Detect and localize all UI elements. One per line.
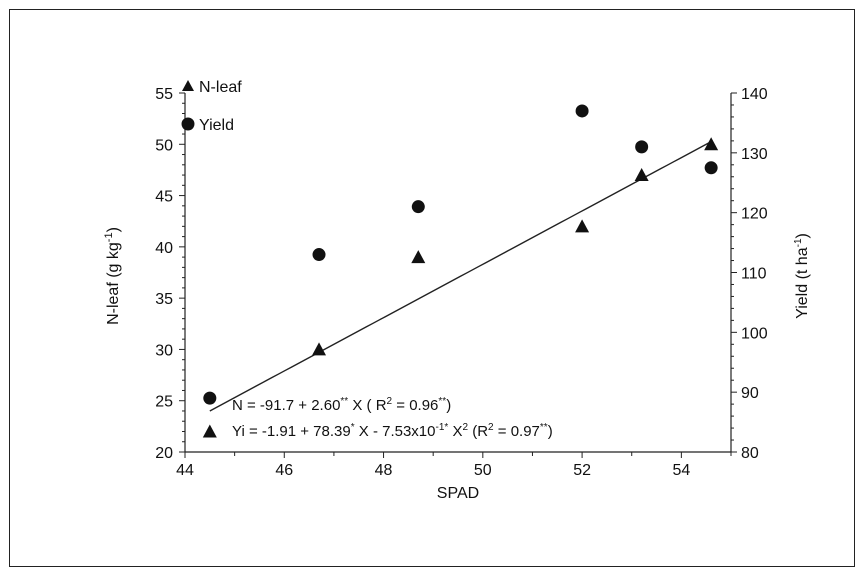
data-points bbox=[202, 104, 719, 438]
y2-axis-label: Yield (t ha-1) bbox=[793, 233, 811, 319]
point-yield bbox=[203, 391, 217, 405]
y2-tick-label: 100 bbox=[741, 325, 768, 342]
axis-ticks: 44 46 48 50 52 54 20 25 30 35 40 45 50 55 80 90 100 110 12… bbox=[155, 86, 768, 479]
x-tick-label: 54 bbox=[672, 462, 690, 479]
y-tick-label: 35 bbox=[155, 291, 173, 308]
y-tick-label: 50 bbox=[155, 137, 173, 154]
y2-tick-label: 80 bbox=[741, 445, 759, 462]
y-tick-label: 55 bbox=[155, 86, 173, 103]
point-yield bbox=[635, 140, 649, 154]
x-tick-label: 46 bbox=[275, 462, 293, 479]
y2-tick-label: 120 bbox=[741, 206, 768, 223]
point-n-leaf bbox=[634, 168, 649, 182]
point-n-leaf bbox=[202, 424, 217, 438]
point-yield bbox=[575, 104, 589, 118]
legend-circle-icon bbox=[181, 117, 195, 131]
point-n-leaf bbox=[312, 342, 327, 356]
x-axis-label: SPAD bbox=[437, 485, 479, 502]
legend-label-n-leaf: N-leaf bbox=[199, 79, 242, 96]
y2-tick-label: 130 bbox=[741, 146, 768, 163]
legend: N-leaf Yield bbox=[181, 79, 242, 134]
equation-yield: Yi = -1.91 + 78.39* X - 7.53x10-1* X2 (R… bbox=[232, 422, 553, 440]
x-tick-label: 52 bbox=[573, 462, 591, 479]
y-tick-label: 30 bbox=[155, 342, 173, 359]
y-tick-label: 20 bbox=[155, 445, 173, 462]
y2-tick-label: 110 bbox=[741, 266, 767, 283]
y-tick-label: 25 bbox=[155, 394, 173, 411]
point-yield bbox=[312, 248, 326, 262]
point-n-leaf bbox=[411, 250, 426, 264]
legend-triangle-icon bbox=[182, 80, 194, 91]
fit-line-n-leaf bbox=[209, 141, 712, 412]
y-axis-label: N-leaf (g kg-1) bbox=[103, 227, 122, 325]
x-tick-label: 44 bbox=[176, 462, 194, 479]
y2-tick-label: 90 bbox=[741, 385, 759, 402]
point-n-leaf bbox=[704, 137, 719, 151]
legend-label-yield: Yield bbox=[199, 117, 234, 134]
point-n-leaf bbox=[575, 219, 590, 233]
y-tick-label: 40 bbox=[155, 240, 173, 257]
point-yield bbox=[411, 200, 425, 214]
y2-tick-label: 140 bbox=[741, 86, 768, 103]
y-tick-label: 45 bbox=[155, 189, 173, 206]
fit-curves bbox=[209, 141, 712, 412]
equation-n-leaf: N = -91.7 + 2.60** X ( R2 = 0.96**) bbox=[232, 396, 451, 414]
point-yield bbox=[704, 161, 718, 175]
x-tick-label: 48 bbox=[375, 462, 393, 479]
x-tick-label: 50 bbox=[474, 462, 492, 479]
chart-frame bbox=[9, 9, 855, 567]
